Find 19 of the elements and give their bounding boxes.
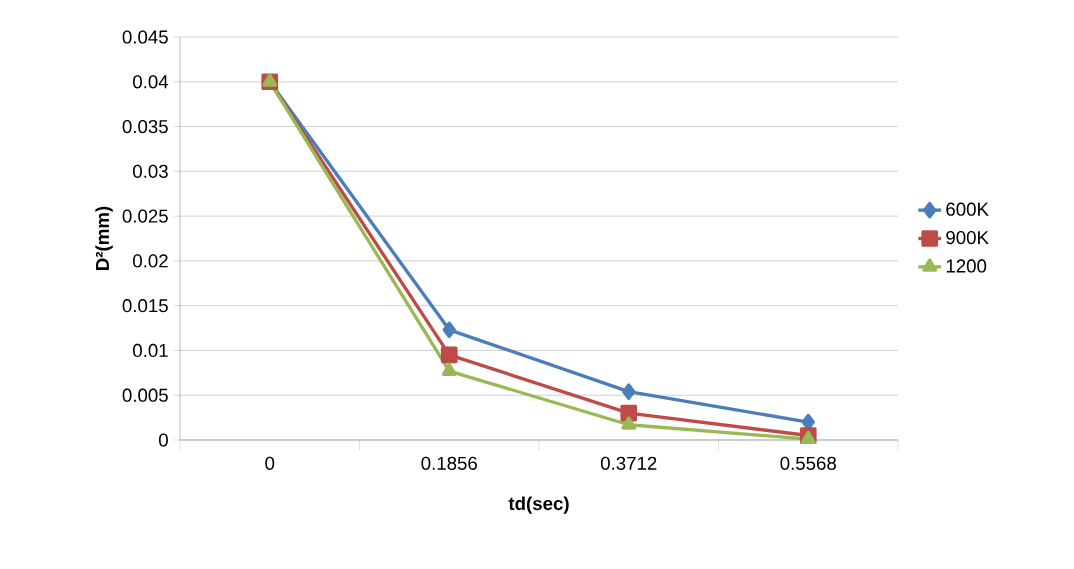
y-tick-label: 0.015 — [122, 299, 168, 313]
legend-label: 900K — [946, 230, 989, 245]
y-tick-label: 0.005 — [122, 388, 168, 402]
y-tick-label: 0 — [158, 433, 168, 447]
x-tick-label: 0 — [265, 456, 275, 470]
x-tick-label: 0.1856 — [421, 456, 477, 470]
y-tick-label: 0.02 — [133, 254, 168, 268]
y-tick-label: 0.025 — [122, 209, 168, 223]
y-tick-label: 0.04 — [133, 75, 169, 89]
x-tick-label: 0.3712 — [600, 456, 657, 470]
x-tick-label: 0.5568 — [780, 456, 836, 470]
y-tick-label: 0.045 — [122, 30, 168, 44]
legend-label: 600K — [946, 202, 989, 216]
x-axis-title: td(sec) — [508, 496, 569, 514]
legend-label: 1200 — [946, 259, 987, 273]
y-tick-label: 0.035 — [122, 119, 168, 134]
y-axis-title: D²(mm) — [95, 206, 113, 270]
y-tick-label: 0.01 — [133, 343, 168, 358]
y-tick-label: 0.03 — [133, 164, 168, 178]
